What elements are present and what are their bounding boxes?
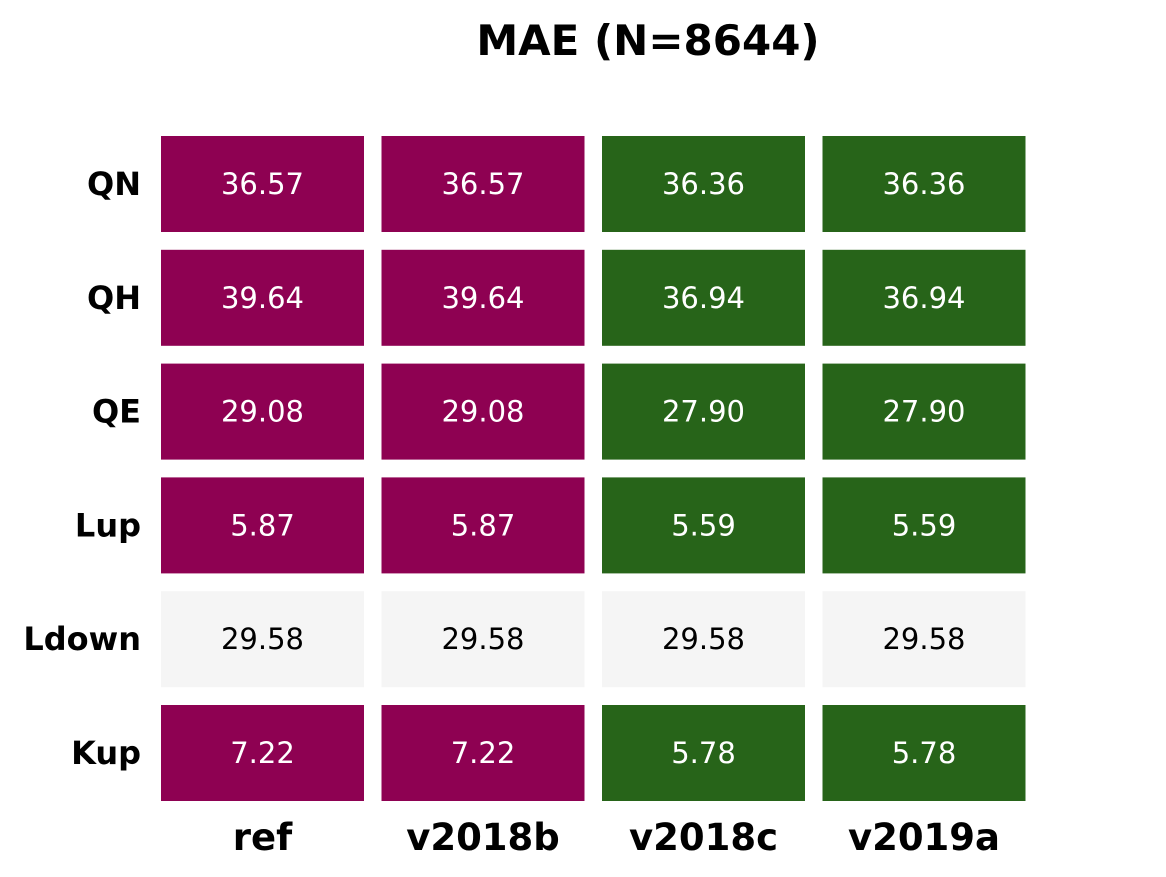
cell-value-qn-v2018c: 36.36 <box>662 167 745 201</box>
heatmap-cell-kup-v2019a <box>822 705 1026 801</box>
cell-value-lup-v2018c: 5.59 <box>671 508 736 542</box>
cell-value-qh-ref: 39.64 <box>221 281 304 315</box>
cell-value-lup-ref: 5.87 <box>230 508 295 542</box>
heatmap-cell-ldown-v2019a <box>822 591 1026 688</box>
row-label-qn: QN <box>87 165 141 203</box>
heatmap-cell-ldown-ref <box>161 591 364 688</box>
heatmap-cell-lup-v2018b <box>381 477 585 574</box>
column-label-ref: ref <box>233 816 293 859</box>
cell-value-ldown-v2018c: 29.58 <box>662 622 745 656</box>
heatmap-cell-qn-ref <box>161 136 364 232</box>
cell-value-kup-v2018c: 5.78 <box>671 736 736 770</box>
heatmap-cell-qe-ref <box>161 363 364 460</box>
column-label-v2018c: v2018c <box>629 816 778 859</box>
heatmap-cell-qn-v2019a <box>822 136 1026 232</box>
heatmap-cell-lup-v2018c <box>602 477 805 574</box>
cell-value-lup-v2018b: 5.87 <box>451 508 516 542</box>
row-label-qe: QE <box>92 393 141 431</box>
heatmap-cell-qh-v2018c <box>602 249 805 346</box>
row-label-kup: Kup <box>71 734 141 772</box>
cell-value-qe-v2018b: 29.08 <box>441 395 524 429</box>
cell-value-kup-v2019a: 5.78 <box>892 736 957 770</box>
column-label-v2019a: v2019a <box>848 816 1000 859</box>
heatmap-cell-lup-v2019a <box>822 477 1026 574</box>
cell-value-qh-v2018c: 36.94 <box>662 281 745 315</box>
heatmap-cell-qn-v2018c <box>602 136 805 232</box>
cell-value-qe-ref: 29.08 <box>221 395 304 429</box>
column-label-v2018b: v2018b <box>406 816 560 859</box>
cell-value-kup-ref: 7.22 <box>230 736 295 770</box>
heatmap-cell-qn-v2018b <box>381 136 585 232</box>
row-label-ldown: Ldown <box>23 620 141 658</box>
heatmap-cell-qh-v2018b <box>381 249 585 346</box>
cell-value-qn-v2018b: 36.57 <box>441 167 524 201</box>
heatmap-cell-lup-ref <box>161 477 364 574</box>
cell-value-qh-v2018b: 39.64 <box>441 281 524 315</box>
heatmap-cells: 36.57 36.57 36.36 36.36 39.64 39.64 36.94 36.94… <box>161 136 1026 801</box>
row-label-lup: Lup <box>75 506 141 544</box>
heatmap-cell-ldown-v2018b <box>381 591 585 688</box>
cell-value-qh-v2019a: 36.94 <box>882 281 965 315</box>
cell-value-qe-v2019a: 27.90 <box>882 395 965 429</box>
heatmap-cell-ldown-v2018c <box>602 591 805 688</box>
heatmap-cell-qe-v2018b <box>381 363 585 460</box>
cell-value-ldown-ref: 29.58 <box>221 622 304 656</box>
cell-value-qn-v2019a: 36.36 <box>882 167 965 201</box>
heatmap-cell-qe-v2018c <box>602 363 805 460</box>
cell-value-ldown-v2018b: 29.58 <box>441 622 524 656</box>
heatmap-cell-kup-v2018c <box>602 705 805 801</box>
heatmap-cell-kup-v2018b <box>381 705 585 801</box>
cell-value-kup-v2018b: 7.22 <box>451 736 516 770</box>
chart-title: MAE (N=8644) <box>476 16 819 65</box>
cell-value-qe-v2018c: 27.90 <box>662 395 745 429</box>
cell-value-ldown-v2019a: 29.58 <box>882 622 965 656</box>
cell-value-lup-v2019a: 5.59 <box>892 508 957 542</box>
row-labels: QN QH QE Lup Ldown Kup <box>23 165 141 772</box>
cell-value-qn-ref: 36.57 <box>221 167 304 201</box>
row-label-qh: QH <box>87 279 141 317</box>
heatmap-cell-kup-ref <box>161 705 364 801</box>
column-labels: ref v2018b v2018c v2019a <box>233 816 1000 859</box>
heatmap-cell-qe-v2019a <box>822 363 1026 460</box>
heatmap-cell-qh-ref <box>161 249 364 346</box>
heatmap-cell-qh-v2019a <box>822 249 1026 346</box>
